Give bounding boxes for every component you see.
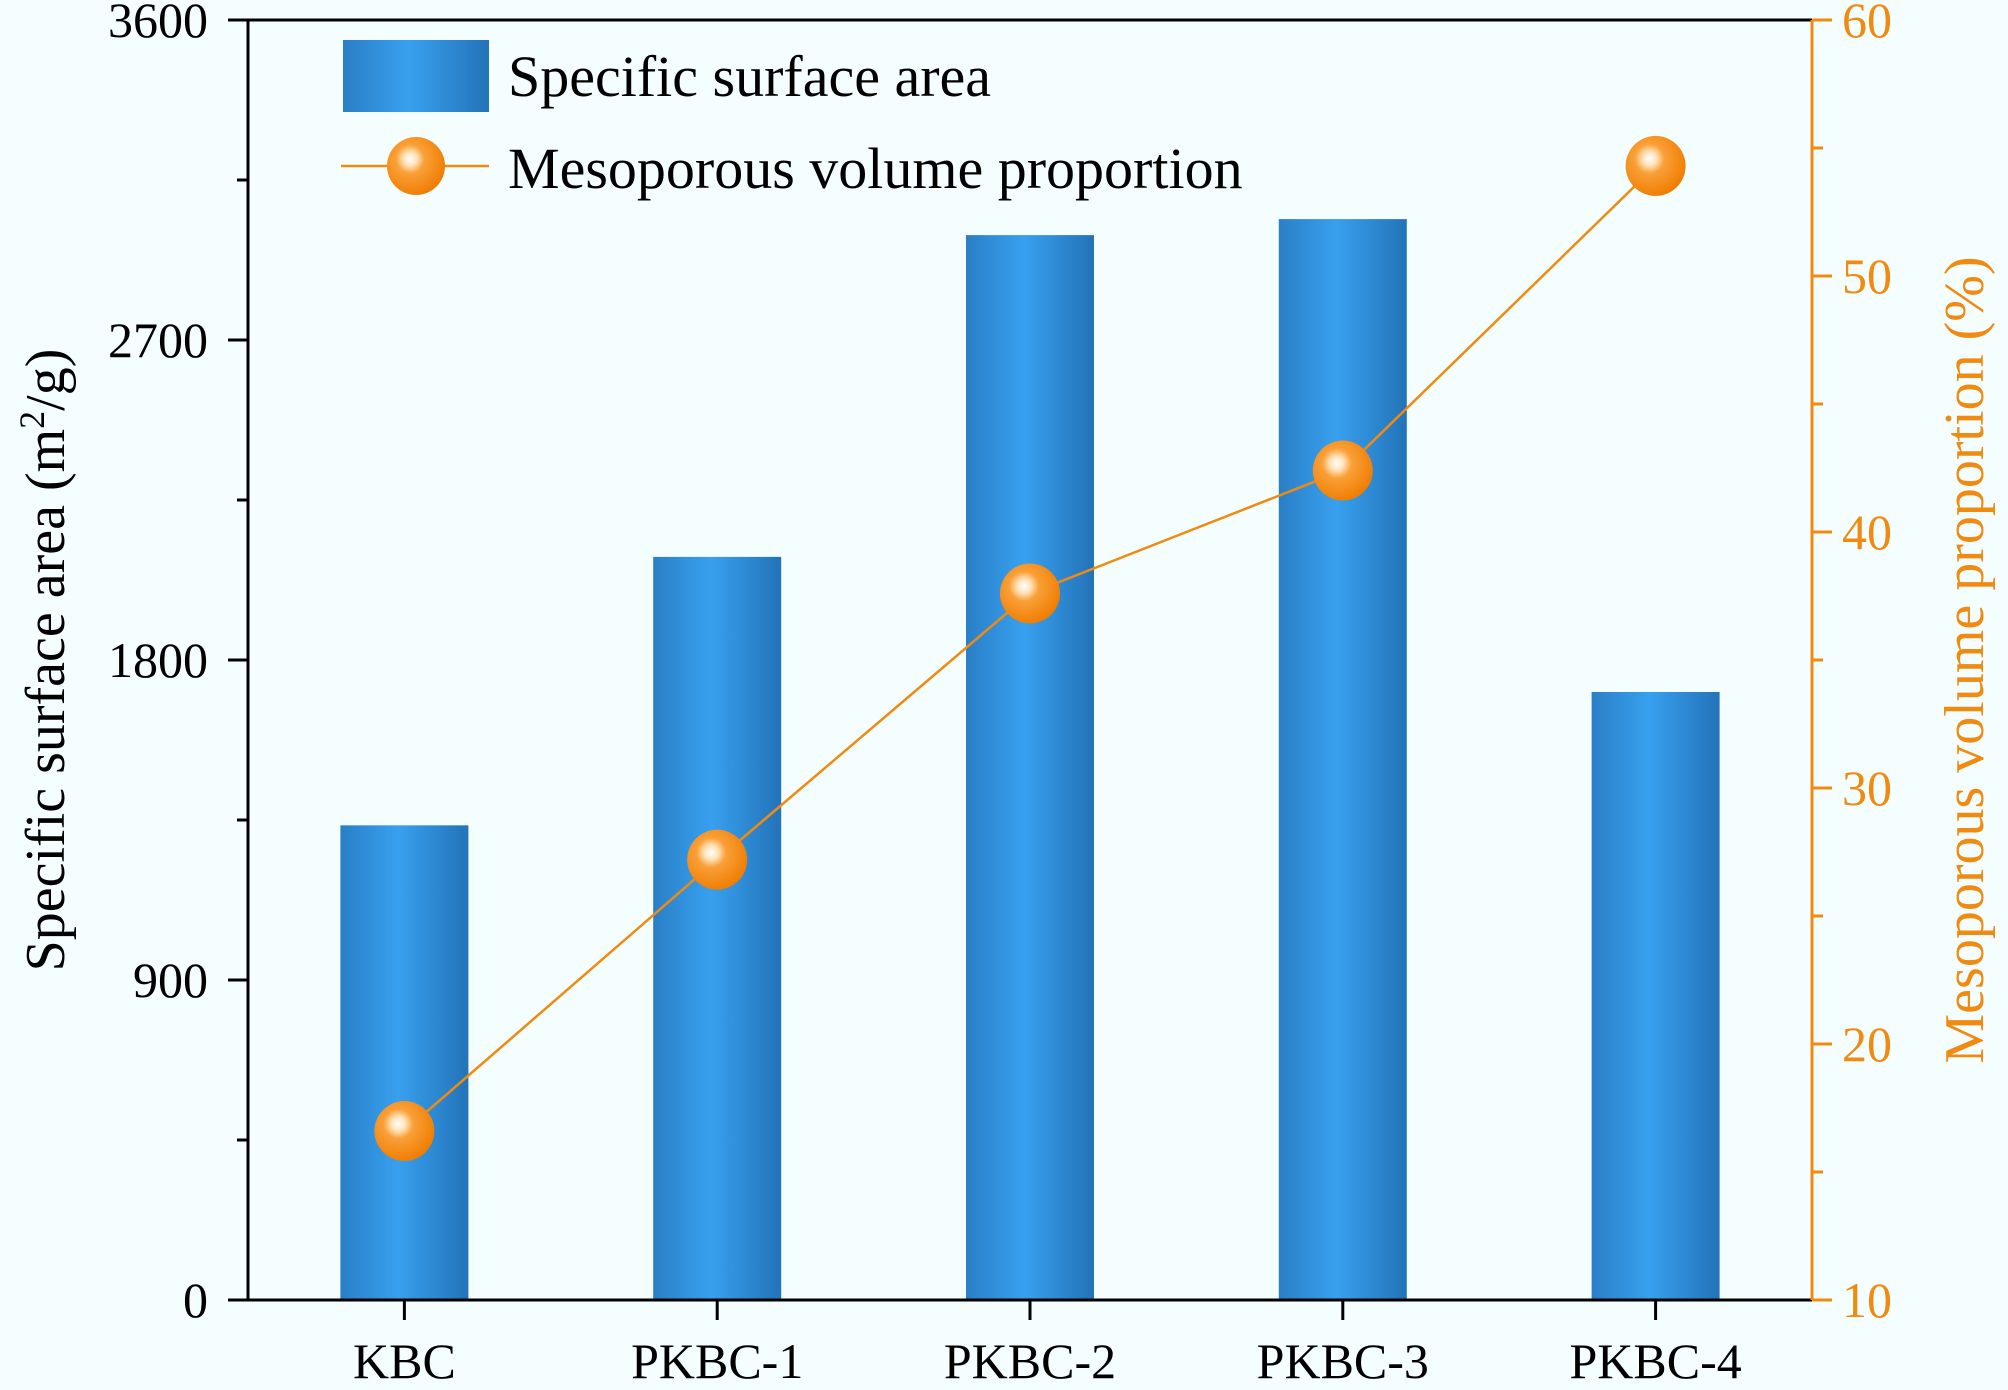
- bar-pkbc-1: [653, 556, 782, 1300]
- legend-bar-swatch: [343, 40, 489, 112]
- left-tick-label: 0: [183, 1272, 208, 1328]
- x-tick-label: PKBC-1: [631, 1333, 803, 1389]
- marker-pkbc-4: [1625, 135, 1686, 196]
- legend-bar-label: Specific surface area: [508, 44, 991, 109]
- left-axis-title-sup: 2: [12, 411, 52, 429]
- left-axis-title: Specific surface area (m2/g): [12, 349, 77, 972]
- right-tick-label: 50: [1842, 248, 1892, 304]
- right-tick-label: 40: [1842, 504, 1892, 560]
- left-axis-title-suffix: /g): [15, 349, 77, 411]
- right-tick-label: 10: [1842, 1272, 1892, 1328]
- left-axis-ticks: 0 900 1800 2700 3600: [108, 0, 248, 1328]
- x-tick-label: PKBC-4: [1569, 1333, 1741, 1389]
- left-tick-label: 1800: [108, 632, 208, 688]
- right-tick-label: 20: [1842, 1016, 1892, 1072]
- right-tick-label: 60: [1842, 0, 1892, 48]
- marker-pkbc-3: [1312, 440, 1373, 501]
- marker-kbc: [374, 1101, 435, 1162]
- x-tick-label: PKBC-3: [1257, 1333, 1429, 1389]
- marker-pkbc-2: [1000, 563, 1060, 624]
- x-tick-label: KBC: [353, 1333, 456, 1389]
- left-tick-label: 3600: [108, 0, 208, 48]
- legend-line-marker: [387, 137, 445, 195]
- bar-series: [340, 219, 1720, 1301]
- left-tick-label: 2700: [108, 312, 208, 368]
- line-series: [374, 135, 1686, 1162]
- right-tick-label: 30: [1842, 760, 1892, 816]
- bar-pkbc-3: [1278, 219, 1407, 1301]
- left-axis-title-prefix: Specific surface area (m: [15, 429, 77, 972]
- legend: Specific surface area Mesoporous volume …: [341, 40, 1243, 201]
- bar-pkbc-4: [1591, 692, 1720, 1300]
- right-axis-ticks: 10 20 30 40 50 60: [1812, 0, 1892, 1328]
- bar-pkbc-2: [966, 235, 1094, 1301]
- x-axis-ticks: KBC PKBC-1 PKBC-2 PKBC-3 PKBC-4: [353, 1300, 1742, 1389]
- right-axis-title: Mesoporous volume proportion (%): [1934, 256, 1996, 1063]
- x-tick-label: PKBC-2: [944, 1333, 1116, 1389]
- legend-line-label: Mesoporous volume proportion: [508, 136, 1243, 201]
- bar-kbc: [340, 825, 469, 1300]
- marker-pkbc-1: [687, 829, 748, 890]
- left-tick-label: 900: [133, 952, 208, 1008]
